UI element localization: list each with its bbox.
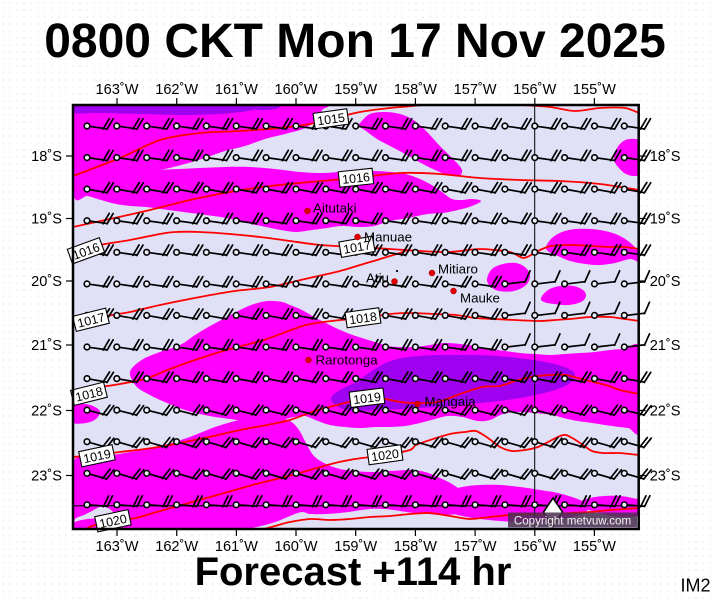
svg-text:163˚W: 163˚W xyxy=(96,82,139,98)
svg-text:Mauke: Mauke xyxy=(460,291,500,306)
svg-text:20˚S: 20˚S xyxy=(31,274,62,290)
svg-text:Atiu: Atiu xyxy=(366,271,389,286)
svg-text:1019: 1019 xyxy=(352,390,381,407)
svg-text:Aitutaki: Aitutaki xyxy=(313,201,357,216)
svg-text:158˚W: 158˚W xyxy=(394,82,437,98)
svg-text:20˚S: 20˚S xyxy=(650,274,681,290)
svg-text:Manuae: Manuae xyxy=(364,230,412,245)
svg-text:Copyright metvuw.com: Copyright metvuw.com xyxy=(514,514,631,527)
svg-text:160˚W: 160˚W xyxy=(275,82,318,98)
svg-text:23˚S: 23˚S xyxy=(650,469,681,485)
svg-text:159˚W: 159˚W xyxy=(334,539,377,555)
svg-text:22˚S: 22˚S xyxy=(650,404,681,420)
svg-text:160˚W: 160˚W xyxy=(275,539,318,555)
svg-text:155˚W: 155˚W xyxy=(573,82,616,98)
svg-text:161˚W: 161˚W xyxy=(215,539,258,555)
svg-text:1015: 1015 xyxy=(316,111,346,129)
svg-text:Mangaia: Mangaia xyxy=(425,394,477,409)
svg-text:158˚W: 158˚W xyxy=(394,539,437,555)
svg-text:Mitiaro: Mitiaro xyxy=(438,262,478,277)
svg-text:19˚S: 19˚S xyxy=(31,212,62,228)
svg-text:0800 CKT Mon 17 Nov 2025: 0800 CKT Mon 17 Nov 2025 xyxy=(44,15,666,68)
svg-text:21˚S: 21˚S xyxy=(31,338,62,354)
svg-text:155˚W: 155˚W xyxy=(573,539,616,555)
svg-text:162˚W: 162˚W xyxy=(155,82,198,98)
svg-text:19˚S: 19˚S xyxy=(650,212,681,228)
svg-text:1018: 1018 xyxy=(74,384,104,404)
svg-text:1018: 1018 xyxy=(348,310,378,328)
svg-text:1020: 1020 xyxy=(370,447,400,465)
svg-text:1017: 1017 xyxy=(342,238,372,257)
svg-text:163˚W: 163˚W xyxy=(96,539,139,555)
svg-text:156˚W: 156˚W xyxy=(513,539,556,555)
svg-text:1020: 1020 xyxy=(98,512,128,531)
svg-text:1017: 1017 xyxy=(76,310,106,330)
svg-text:156˚W: 156˚W xyxy=(513,82,556,98)
svg-text:1019: 1019 xyxy=(82,447,112,466)
svg-text:IM2: IM2 xyxy=(680,576,710,596)
svg-text:Rarotonga: Rarotonga xyxy=(316,353,379,368)
svg-text:161˚W: 161˚W xyxy=(215,82,258,98)
svg-text:157˚W: 157˚W xyxy=(454,539,497,555)
svg-text:23˚S: 23˚S xyxy=(31,469,62,485)
svg-text:Forecast +114 hr: Forecast +114 hr xyxy=(195,550,512,594)
svg-text:22˚S: 22˚S xyxy=(31,404,62,420)
svg-text:157˚W: 157˚W xyxy=(454,82,497,98)
svg-text:18˚S: 18˚S xyxy=(650,149,681,165)
svg-text:21˚S: 21˚S xyxy=(650,338,681,354)
svg-text:162˚W: 162˚W xyxy=(155,539,198,555)
svg-text:159˚W: 159˚W xyxy=(334,82,377,98)
svg-text:1016: 1016 xyxy=(341,170,370,187)
svg-text:18˚S: 18˚S xyxy=(31,149,62,165)
